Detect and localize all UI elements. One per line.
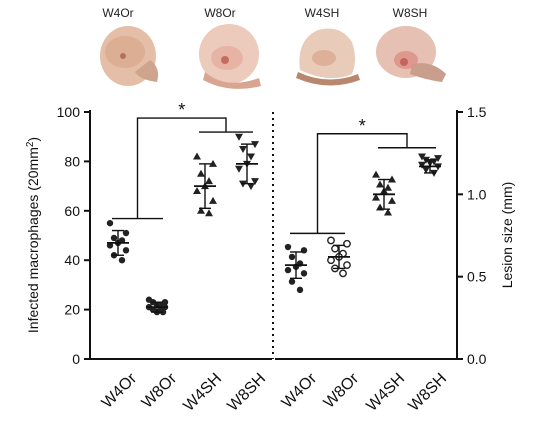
data-point (388, 196, 396, 204)
data-point (343, 261, 351, 270)
x-label-left-w4or: W4Or (99, 370, 141, 412)
photo-strip: W4Or W8Or W4SH W8SH (0, 0, 550, 100)
y-tick-label: 0 (72, 351, 80, 367)
data-point (251, 141, 259, 149)
data-point (205, 177, 213, 185)
data-point (235, 165, 243, 173)
data-point (331, 244, 339, 253)
data-point (376, 180, 384, 188)
data-point (209, 159, 217, 167)
x-label-right-w4sh: W4SH (363, 370, 408, 415)
y-tick-label: 20 (64, 302, 80, 318)
y-tick-label: 80 (64, 153, 80, 169)
data-point (288, 253, 296, 261)
data-point (284, 243, 292, 251)
data-point (434, 155, 442, 163)
data-point (288, 278, 296, 285)
data-point (372, 170, 380, 178)
data-point (247, 153, 255, 161)
data-point (384, 208, 392, 216)
data-point (247, 183, 255, 191)
skin-lesion-photo-w8or (199, 24, 261, 89)
skin-lesion-photo-w8sh (376, 26, 446, 82)
right-y-ticks: 0.0 0.5 1.0 1.5 (457, 104, 487, 367)
data-point (418, 161, 426, 169)
right-y-axis-title: Lesion size (mm) (499, 182, 515, 289)
data-point (343, 239, 351, 248)
data-point (106, 219, 114, 227)
photo-label-w8sh: W8SH (392, 6, 428, 20)
y-tick-label: 60 (64, 203, 80, 219)
data-point (372, 193, 380, 201)
data-point (388, 175, 396, 183)
data-point (339, 269, 347, 278)
y-tick-label: 0.0 (467, 351, 487, 367)
data-point (205, 209, 213, 217)
data-point (300, 247, 308, 254)
photo-label-w4or: W4Or (102, 6, 134, 20)
photo-label-w8or: W8Or (204, 6, 236, 20)
bracket-connector (316, 133, 408, 234)
data-point (193, 187, 201, 195)
data-point (235, 133, 243, 141)
y-tick-label: 40 (64, 252, 80, 268)
data-point (239, 146, 247, 154)
data-point (384, 183, 392, 191)
data-point (193, 152, 201, 160)
data-point (122, 247, 130, 254)
data-point (122, 229, 130, 237)
data-point (296, 286, 304, 294)
x-label-right-w8or: W8Or (321, 370, 363, 412)
y-tick-label: 100 (57, 104, 81, 120)
data-point (118, 257, 126, 264)
data-point (300, 270, 308, 277)
data-point (327, 236, 335, 245)
data-marks (106, 133, 442, 316)
skin-lesion-photo-w4or (100, 26, 159, 86)
left-y-ticks: 0 20 40 60 80 100 (57, 104, 90, 367)
significance-star: * (359, 116, 366, 136)
data-point (422, 166, 430, 174)
data-point (197, 206, 205, 214)
x-label-left-w8or: W8Or (139, 370, 181, 412)
photo-label-w4sh: W4SH (304, 6, 340, 20)
y-tick-label: 1.5 (467, 104, 487, 120)
skin-lesion-photo-w4sh (296, 28, 360, 86)
x-label-right-w8sh: W8SH (405, 370, 450, 415)
data-point (197, 169, 205, 177)
x-label-left-w4sh: W4SH (180, 370, 225, 415)
y-tick-label: 1.0 (467, 186, 487, 202)
x-label-left-w8sh: W8SH (224, 370, 269, 415)
y-tick-label: 0.5 (467, 269, 487, 285)
bracket-connector (136, 117, 227, 219)
data-point (327, 256, 335, 265)
data-point (418, 153, 426, 161)
data-point (251, 178, 259, 186)
significance-star: * (178, 100, 185, 120)
significance-brackets: ** (112, 100, 436, 235)
data-point (284, 266, 292, 274)
data-point (110, 234, 118, 242)
left-y-axis-title: Infected macrophages (20mm2) (25, 137, 42, 333)
data-point (209, 196, 217, 204)
x-label-right-w4or: W4Or (279, 370, 321, 412)
